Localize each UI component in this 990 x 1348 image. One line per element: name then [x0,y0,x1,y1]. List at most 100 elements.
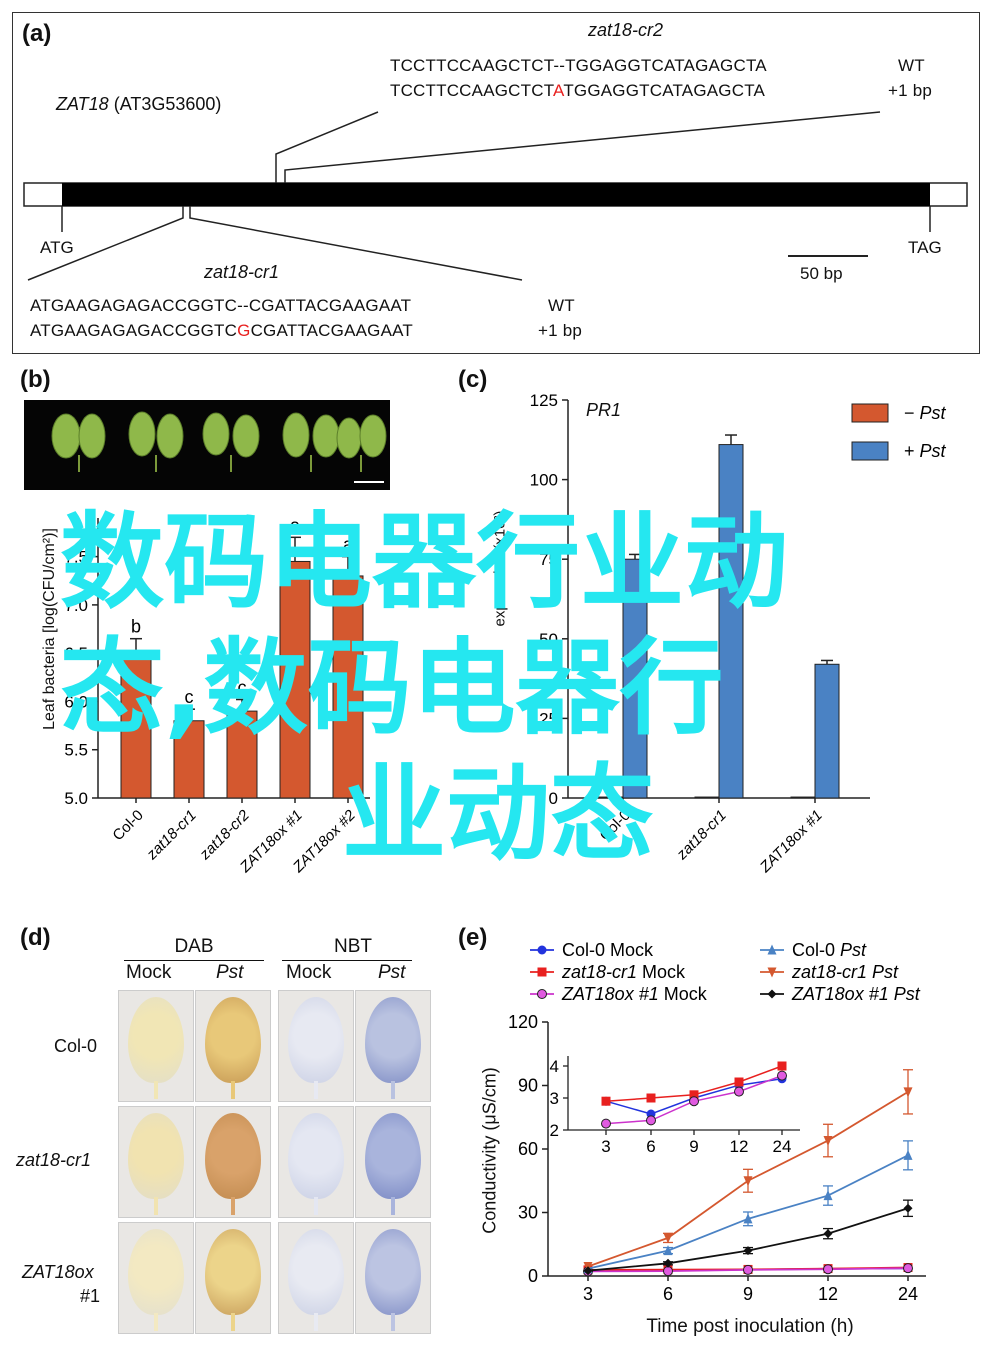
seedling-photo [24,400,390,490]
chart-c-legend-swatch [851,403,889,423]
chart-c-bar [694,796,720,799]
chart-e-marker [537,967,547,977]
staining-leaf-image [278,990,354,1102]
chart-e-inset-background [568,1056,800,1130]
cr1-mutant-label: +1 bp [538,321,583,340]
chart-e-marker [537,945,547,955]
chart-e-xtick-label: 9 [743,1284,753,1304]
chart-e-marker [689,1096,699,1107]
staining-leaf-image [355,1222,431,1334]
leaf-petiole [154,1081,158,1099]
chart-e-marker [823,1190,833,1201]
staining-leaf-image [118,990,194,1102]
chart-e-xtick-label: 24 [898,1284,918,1304]
chart-e-marker [767,989,777,999]
leaf-petiole [391,1081,395,1099]
staining-leaf-image [355,1106,431,1218]
chart-b-bar [120,652,152,799]
leaf-shape [205,1229,261,1315]
leaf-shape [205,997,261,1083]
staining-leaf-image [355,990,431,1102]
chart-e-marker [777,1061,787,1071]
chart-e-marker [601,1096,611,1106]
chart-e-marker [823,1136,833,1147]
leaf-petiole [314,1197,318,1215]
chart-b-sig-letter: c [185,687,194,707]
chart-e-ytick-label: 60 [518,1139,538,1159]
chart-c-ytick-label: 125 [530,391,558,410]
chart-b-ylabel: Leaf bacteria [log(CFU/cm²)] [41,528,58,730]
chart-e-inset-ytick-label: 4 [550,1057,559,1076]
chart-b-sig-letter: a [343,535,354,555]
chart-e-marker [663,1258,673,1268]
chart-c-ytick-label: 100 [530,471,558,490]
chart-e-marker [823,1264,833,1275]
chart-c-ytick-label: 75 [539,550,558,569]
chart-e-marker [903,1087,913,1098]
group-header-dab: DAB [174,936,214,957]
chart-e-inset-ytick-label: 2 [550,1121,559,1140]
chart-e-ytick-label: 30 [518,1203,538,1223]
chart-e-marker [601,1118,611,1129]
staining-leaf-image [195,1222,271,1334]
stop-codon-label: TAG [908,238,942,257]
chart-e-xlabel: Time post inoculation (h) [646,1316,854,1337]
panel-d-label: (d) [20,924,51,951]
chart-c-bar [790,796,816,799]
chart-b-bar [332,575,364,799]
overlay-line-2: 态,数码电器行 [60,627,724,749]
chart-c-legend-swatch [851,441,889,461]
group-underline-dab [124,960,264,961]
chart-e-marker [903,1263,913,1274]
staining-leaf-image [118,1106,194,1218]
chart-b-ytick-label: 5.0 [64,789,88,808]
gene-diagram [23,111,968,281]
leaf-petiole [391,1313,395,1331]
leaf-shape [128,1113,184,1199]
leaf-shape [205,1113,261,1199]
chart-e-marker [743,1246,753,1256]
group-underline-nbt [282,960,412,961]
chart-e-xtick-label: 3 [583,1284,593,1304]
chart-c-bar [814,663,840,799]
start-codon-label: ATG [40,238,74,257]
chart-leaf-bacteria: 5.05.56.06.57.07.5bCol-0czat18-cr1czat18… [64,515,370,877]
chart-e-marker [903,1203,913,1213]
chart-c-ytick-label: 0 [549,789,558,808]
leaf-petiole [231,1197,235,1215]
staining-leaf-image [118,1222,194,1334]
chart-b-ytick-label: 7.0 [64,596,88,615]
leaf-petiole [314,1081,318,1099]
allele-cr2-label: zat18-cr2 [588,20,664,40]
chart-b-bar [173,720,205,799]
chart-c-ytick-label: 25 [539,709,558,728]
cr2-wt-sequence: TCCTTCCAAGCTCT--TGGAGGTCATAGAGCTA [390,56,767,75]
chart-e-marker [743,1213,753,1224]
chart-e-marker [537,989,547,999]
chart-e-inset-xtick-label: 24 [773,1137,792,1156]
cr2-mutant-sequence: TCCTTCCAAGCTCTATGGAGGTCATAGAGCTA [390,81,766,100]
leaf-shape [128,1229,184,1315]
chart-b-bar [226,710,258,799]
chart-e-marker [663,1245,673,1256]
leaf-shape [288,1229,344,1315]
chart-b-bar [279,560,311,799]
row-label-zat18ox: ZAT18ox [22,1262,94,1282]
allele-cr1-label: zat18-cr1 [204,262,280,282]
leaf-shape [288,997,344,1083]
leaf-shape [128,997,184,1083]
chart-c-legend-label: + Pst [904,441,947,461]
cr1-wt-sequence: ATGAAGAGAGACCGGTC--CGATTACGAAGAAT [30,296,412,315]
chart-b-ytick-label: 6.5 [64,644,88,663]
overlay-line-3: 业动态 [342,753,655,875]
chart-e-ytick-label: 0 [528,1266,538,1286]
col-header-nbt-pst: Pst [378,962,406,983]
chart-e-ytick-label: 120 [508,1012,538,1032]
chart-c-xtick-label: ZAT18ox #1 [756,807,826,877]
chart-e-xtick-label: 6 [663,1284,673,1304]
chart-e-marker [583,1266,593,1276]
staining-leaf-image [278,1106,354,1218]
chart-e-marker [903,1149,913,1160]
chart-e-marker [743,1264,753,1275]
